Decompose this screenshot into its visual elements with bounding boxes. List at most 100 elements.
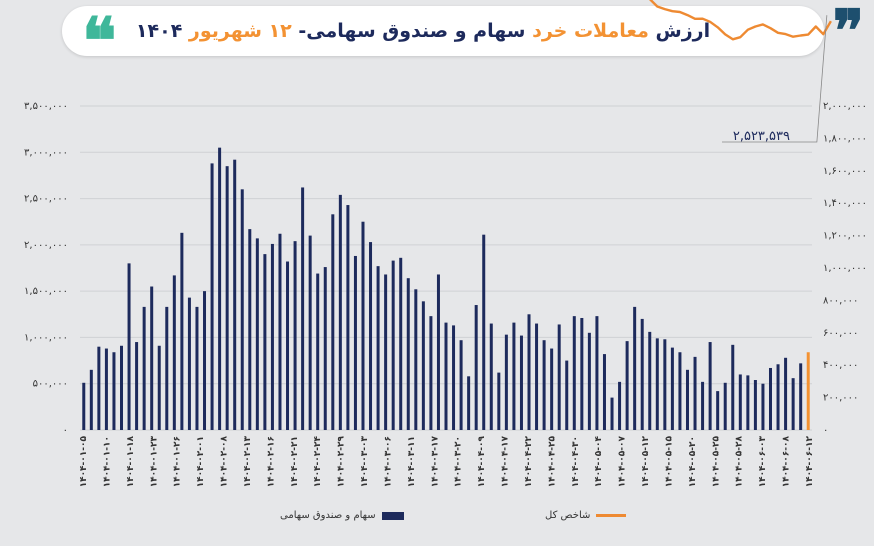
bar	[331, 214, 335, 430]
x-tick-label: ۱۴۰۴-۰۱-۲۳	[149, 435, 159, 487]
bar	[391, 260, 395, 430]
bar	[376, 266, 380, 430]
bar	[550, 348, 554, 430]
bar	[761, 383, 765, 430]
bar	[519, 335, 523, 430]
bar	[618, 381, 622, 430]
x-tick-label: ۱۴۰۴-۰۴-۲۲	[524, 435, 534, 487]
x-tick-label: ۱۴۰۴-۰۳-۰۳	[360, 435, 370, 487]
title-part5: ۱۴۰۴	[135, 20, 189, 42]
bar	[248, 229, 252, 430]
y-left-tick-label: ۲,۰۰۰,۰۰۰	[24, 240, 68, 251]
x-tick-label: ۱۴۰۴-۰۲-۱۳	[243, 435, 253, 487]
bar	[489, 323, 493, 430]
bar	[806, 352, 810, 430]
x-tick-label: ۱۴۰۴-۰۴-۳۰	[571, 436, 581, 487]
bar	[270, 243, 274, 430]
legend-bars-label: سهام و صندوق سهامی	[280, 510, 376, 521]
x-tick-label: ۱۴۰۴-۰۵-۲۸	[735, 435, 745, 487]
bar	[535, 323, 539, 430]
bar	[263, 254, 267, 430]
series-line	[649, 0, 832, 41]
bar	[768, 367, 772, 430]
x-tick-label: ۱۴۰۴-۰۲-۰۸	[220, 435, 230, 487]
bar-series	[82, 147, 810, 431]
bar	[791, 378, 795, 430]
x-tick-label: ۱۴۰۴-۰۶-۱۲	[805, 435, 815, 487]
x-tick-label: ۱۴۰۴-۰۱-۲۶	[173, 436, 183, 487]
legend-line: شاخص کل	[545, 510, 627, 521]
title-part1: ارزش	[648, 20, 711, 42]
bar	[444, 322, 448, 430]
bar	[799, 363, 803, 430]
bar	[685, 369, 689, 430]
bar	[527, 314, 531, 430]
legend-line-swatch	[596, 514, 627, 517]
bar	[104, 348, 108, 430]
bar	[557, 324, 561, 430]
bar	[723, 382, 727, 430]
bar	[746, 375, 750, 430]
bar	[399, 257, 403, 430]
y-right-tick-label: ۱,۰۰۰,۰۰۰	[823, 263, 867, 274]
bar	[203, 291, 207, 430]
bar	[346, 205, 350, 430]
bar	[784, 357, 788, 430]
annotation-leader	[722, 15, 828, 143]
y-left-tick-label: ۵۰۰,۰۰۰	[33, 379, 68, 390]
bar	[663, 339, 667, 430]
bar	[142, 306, 146, 430]
x-tick-label: ۱۴۰۴-۰۴-۱۷	[501, 435, 511, 487]
bar	[708, 342, 712, 430]
bar	[753, 380, 757, 430]
y-left-tick-label: ۳,۰۰۰,۰۰۰	[24, 147, 68, 158]
bar	[474, 305, 478, 430]
bar	[233, 159, 237, 431]
x-tick-label: ۱۴۰۴-۰۱-۱۸	[126, 435, 136, 487]
bar	[504, 334, 508, 430]
bar	[512, 322, 516, 430]
y-right-tick-label: ۱,۲۰۰,۰۰۰	[823, 231, 867, 242]
bar	[180, 232, 184, 430]
x-tick-label: ۱۴۰۴-۰۲-۲۹	[337, 435, 347, 487]
bar	[218, 147, 222, 430]
title-part2: معاملات خرد	[532, 20, 649, 42]
bar	[565, 360, 569, 430]
bar	[482, 234, 486, 430]
bar	[255, 238, 259, 430]
bar	[120, 345, 124, 430]
bar	[542, 340, 546, 430]
x-tick-label: ۱۴۰۴-۰۲-۲۱	[290, 436, 300, 487]
x-axis: ۱۴۰۴-۰۱-۰۵ ۱۴۰۴-۰۱-۱۰ ۱۴۰۴-۰۱-۱۸ ۱۴۰۴-۰۱-۲۳…	[79, 435, 815, 487]
bar	[406, 278, 410, 430]
bar	[701, 381, 705, 430]
y-right-tick-label: ۸۰۰,۰۰۰	[823, 295, 858, 306]
title-part4: ۱۲ شهریور	[188, 20, 292, 42]
bar	[633, 306, 637, 430]
y-left-tick-label: ۳,۵۰۰,۰۰۰	[24, 101, 68, 112]
y-right-tick-label: ۰	[823, 425, 828, 436]
x-tick-label: ۱۴۰۴-۰۲-۰۱	[196, 436, 206, 487]
bar	[595, 316, 599, 430]
x-tick-label: ۱۴۰۴-۰۳-۱۷	[430, 435, 440, 487]
legend-line-label: شاخص کل	[545, 510, 591, 521]
bar	[716, 391, 720, 430]
bar	[602, 354, 606, 430]
bar	[587, 332, 591, 430]
x-tick-label: ۱۴۰۴-۰۵-۲۵	[711, 435, 721, 487]
bar	[323, 267, 327, 430]
x-tick-label: ۱۴۰۴-۰۵-۲۰	[688, 436, 698, 487]
y-right-tick-label: ۴۰۰,۰۰۰	[823, 360, 858, 371]
bar	[157, 345, 161, 430]
chart-title: ارزش معاملات خرد سهام و صندوق سهامی- ۱۲ …	[136, 20, 710, 42]
bar	[625, 341, 629, 430]
bar	[580, 317, 584, 430]
bar	[89, 369, 93, 430]
bar	[210, 163, 214, 430]
bar	[278, 233, 282, 430]
y-axis-left: ۰ ۵۰۰,۰۰۰ ۱,۰۰۰,۰۰۰ ۱,۵۰۰,۰۰۰ ۲,۰۰۰,۰۰۰ ۲,۵۰۰…	[24, 101, 68, 436]
x-tick-label: ۱۴۰۴-۰۳-۲۰	[454, 436, 464, 487]
x-tick-label: ۱۴۰۴-۰۵-۱۲	[641, 435, 651, 487]
bar	[640, 318, 644, 430]
